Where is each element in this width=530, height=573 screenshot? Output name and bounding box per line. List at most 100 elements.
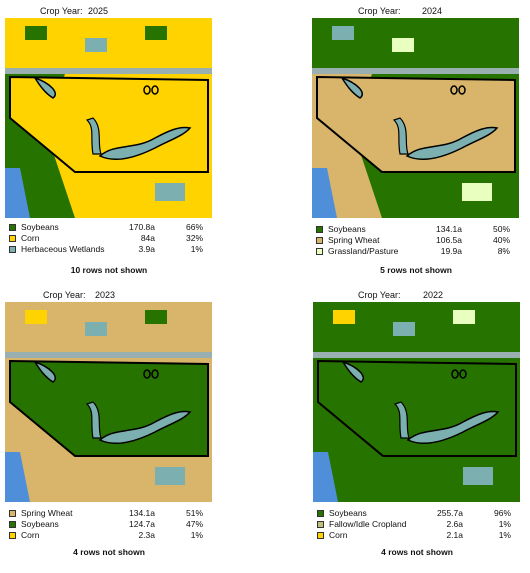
legend-swatch: [9, 521, 16, 528]
legend-swatch: [9, 246, 16, 253]
crop-panel: Crop Year: 2025 Soybeans 170.8a 66% Corn 84a 32…: [5, 6, 213, 278]
legend-row: Spring Wheat 134.1a 51%: [5, 508, 213, 519]
map-patch: [333, 310, 355, 324]
map-pond: [143, 369, 151, 379]
map-road: [5, 352, 212, 358]
map-pond: [451, 369, 459, 379]
legend-row: Herbaceous Wetlands 3.9a 1%: [5, 244, 213, 255]
crop-name: Grassland/Pasture: [328, 246, 399, 256]
rows-not-shown: 5 rows not shown: [380, 265, 452, 275]
crop-percent: 66%: [185, 222, 203, 232]
map-lake: [313, 452, 338, 502]
map-field-outline: [9, 75, 209, 173]
map-patch: [155, 183, 185, 201]
map-patch: [25, 310, 47, 324]
map-pond: [151, 369, 159, 379]
legend-row: Spring Wheat 106.5a 40%: [312, 235, 520, 246]
crop-name: Corn: [329, 530, 348, 540]
crop-name: Herbaceous Wetlands: [21, 244, 105, 254]
map-river: [406, 410, 500, 444]
crop-percent: 96%: [493, 508, 511, 518]
crop-map: [5, 302, 212, 502]
map-pond: [459, 369, 467, 379]
crop-acres: 2.1a: [446, 530, 463, 540]
crop-acres: 134.1a: [436, 224, 462, 234]
crop-acres: 124.7a: [129, 519, 155, 529]
crop-percent: 1%: [190, 244, 203, 254]
crop-map: [312, 18, 519, 218]
crop-year-label: Crop Year:: [358, 6, 401, 16]
crop-acres: 19.9a: [440, 246, 462, 256]
map-creek: [85, 117, 102, 155]
map-patch: [85, 38, 107, 52]
legend-swatch: [316, 237, 323, 244]
map-road: [312, 68, 519, 74]
map-creek: [393, 401, 410, 439]
crop-percent: 8%: [497, 246, 510, 256]
map-patch: [332, 26, 354, 40]
crop-acres: 2.3a: [138, 530, 155, 540]
map-field: [10, 361, 208, 456]
crop-acres: 170.8a: [129, 222, 155, 232]
map-patch: [462, 183, 492, 201]
crop-panel: Crop Year: 2023 Spring Wheat 134.1a 51% Soybe…: [5, 290, 213, 562]
crop-percent: 51%: [185, 508, 203, 518]
crop-name: Spring Wheat: [21, 508, 73, 518]
legend-swatch: [317, 521, 324, 528]
map-inlet: [340, 76, 363, 99]
map-patch: [145, 26, 167, 40]
crop-percent: 50%: [492, 224, 510, 234]
map-lake: [5, 168, 30, 218]
crop-year: 2022: [423, 290, 444, 300]
crop-year-label: Crop Year:: [358, 290, 401, 300]
map-field-outline: [317, 359, 517, 457]
legend-row: Corn 2.3a 1%: [5, 530, 213, 541]
map-river: [98, 126, 192, 160]
crop-year-label: Crop Year:: [43, 290, 86, 300]
crop-year: 2025: [88, 6, 109, 16]
map-lake: [312, 168, 337, 218]
map-patch: [392, 38, 414, 52]
map-river: [405, 126, 499, 160]
legend-row: Corn 84a 32%: [5, 233, 213, 244]
crop-percent: 1%: [498, 519, 511, 529]
legend-swatch: [317, 510, 324, 517]
map-inlet: [33, 76, 56, 99]
map-field: [10, 77, 208, 172]
crop-percent: 40%: [492, 235, 510, 245]
map-patch: [453, 310, 475, 324]
legend-swatch: [316, 226, 323, 233]
rows-not-shown: 4 rows not shown: [381, 547, 453, 557]
crop-map: [313, 302, 520, 502]
legend-row: Soybeans 134.1a 50%: [312, 224, 520, 235]
map-pond: [458, 85, 466, 95]
map-patch: [393, 322, 415, 336]
rows-not-shown: 10 rows not shown: [70, 265, 148, 275]
crop-acres: 106.5a: [436, 235, 462, 245]
rows-not-shown: 4 rows not shown: [73, 547, 145, 557]
legend-swatch: [9, 235, 16, 242]
map-inlet: [33, 360, 56, 383]
crop-name: Soybeans: [328, 224, 366, 234]
map-road: [5, 68, 212, 74]
map-field: [318, 361, 516, 456]
legend-swatch: [9, 224, 16, 231]
crop-acres: 2.6a: [446, 519, 463, 529]
legend-row: Soybeans 255.7a 96%: [313, 508, 521, 519]
crop-acres: 255.7a: [437, 508, 463, 518]
legend-row: Soybeans 124.7a 47%: [5, 519, 213, 530]
crop-acres: 134.1a: [129, 508, 155, 518]
crop-panel: Crop Year: 2024 Soybeans 134.1a 50% Spring Wh…: [312, 6, 520, 278]
crop-year: 2023: [95, 290, 116, 300]
map-patch: [452, 26, 474, 40]
map-patch: [145, 310, 167, 324]
map-pond: [143, 85, 151, 95]
map-inlet: [341, 360, 364, 383]
map-creek: [392, 117, 409, 155]
crop-year: 2024: [422, 6, 443, 16]
legend-row: Soybeans 170.8a 66%: [5, 222, 213, 233]
legend-row: Corn 2.1a 1%: [313, 530, 521, 541]
map-patch: [85, 322, 107, 336]
map-field-outline: [9, 359, 209, 457]
